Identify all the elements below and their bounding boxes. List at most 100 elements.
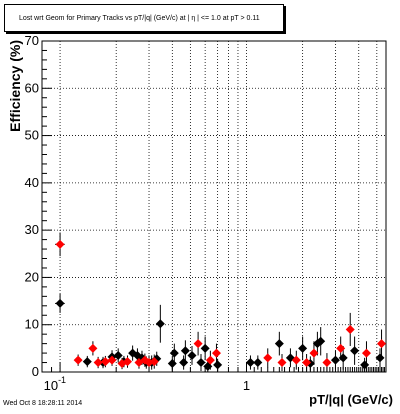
y-tick-label: 0 xyxy=(32,364,39,379)
data-point xyxy=(298,336,308,361)
diamond-marker xyxy=(291,355,301,365)
diamond-marker xyxy=(277,358,287,368)
diamond-marker xyxy=(205,355,215,365)
data-point xyxy=(211,343,221,363)
data-point xyxy=(88,341,98,356)
x-tick-label: 1 xyxy=(243,378,250,393)
data-point xyxy=(167,356,177,371)
diamond-marker xyxy=(336,343,346,353)
data-point xyxy=(196,354,206,372)
timestamp: Wed Oct 8 18:28:11 2014 xyxy=(3,400,83,407)
y-axis-label: Efficiency (%) xyxy=(7,40,23,132)
diamond-marker xyxy=(180,346,190,356)
diamond-marker xyxy=(149,357,159,367)
diamond-marker xyxy=(316,336,326,346)
diamond-marker xyxy=(309,348,319,358)
axis-ticks xyxy=(41,40,387,373)
data-point xyxy=(155,304,165,343)
diamond-marker xyxy=(167,358,177,368)
diamond-marker xyxy=(187,350,197,360)
diamond-marker xyxy=(350,346,360,356)
y-tick-label: 60 xyxy=(25,80,39,95)
diamond-marker xyxy=(107,355,117,365)
data-point xyxy=(100,355,110,368)
data-point xyxy=(55,293,65,313)
data-point xyxy=(274,331,284,356)
data-point xyxy=(277,354,287,372)
diamond-marker xyxy=(193,339,203,349)
diamond-marker xyxy=(200,343,210,353)
diamond-marker xyxy=(179,358,189,368)
chart-title: Lost wrt Geom for Primary Tracks vs pT/|… xyxy=(19,14,260,22)
diamond-marker xyxy=(88,343,98,353)
chart-title-box: Lost wrt Geom for Primary Tracks vs pT/|… xyxy=(4,4,284,32)
diamond-marker xyxy=(73,355,83,365)
diamond-marker xyxy=(93,358,103,368)
data-point xyxy=(82,355,92,368)
diamond-marker xyxy=(113,350,123,360)
y-tick-label: 40 xyxy=(25,175,39,190)
diamond-marker xyxy=(55,298,65,308)
data-point xyxy=(345,312,355,346)
data-points xyxy=(55,232,387,372)
data-point xyxy=(93,356,103,369)
data-point xyxy=(245,355,255,370)
data-point xyxy=(309,341,319,365)
data-point xyxy=(213,358,223,372)
diamond-marker xyxy=(155,319,165,329)
data-point xyxy=(285,348,295,368)
diamond-marker xyxy=(298,343,308,353)
data-point xyxy=(263,348,273,368)
plot-frame xyxy=(41,40,387,373)
diamond-marker xyxy=(361,348,371,358)
y-tick-label: 50 xyxy=(25,128,39,143)
data-point xyxy=(149,354,159,369)
data-point xyxy=(361,341,371,365)
diamond-marker xyxy=(123,357,133,367)
diamond-marker xyxy=(302,358,312,368)
data-point xyxy=(291,350,301,370)
data-point xyxy=(322,353,332,372)
x-axis-label: pT/|q| (GeV/c) xyxy=(309,392,393,407)
data-point xyxy=(200,336,210,361)
diamond-marker xyxy=(345,324,355,334)
y-tick-label: 30 xyxy=(25,222,39,237)
diamond-marker xyxy=(100,357,110,367)
diamond-marker xyxy=(213,360,223,370)
data-point xyxy=(179,355,189,370)
data-point xyxy=(360,357,370,372)
diamond-marker xyxy=(211,348,221,358)
data-point xyxy=(302,354,312,372)
diamond-marker xyxy=(274,339,284,349)
diamond-marker xyxy=(169,348,179,358)
grid xyxy=(42,41,386,372)
diamond-marker xyxy=(245,358,255,368)
data-point xyxy=(180,340,190,362)
diamond-marker xyxy=(253,358,263,368)
y-tick-label: 70 xyxy=(25,33,39,48)
diamond-marker xyxy=(55,239,65,249)
data-point xyxy=(123,355,133,368)
data-point xyxy=(113,348,123,363)
diamond-marker xyxy=(375,353,385,363)
data-point xyxy=(330,350,340,370)
diamond-marker xyxy=(338,353,348,363)
data-point xyxy=(73,354,83,366)
diamond-marker xyxy=(82,357,92,367)
data-point xyxy=(55,232,65,257)
data-point xyxy=(205,350,215,370)
y-tick-label: 10 xyxy=(25,317,39,332)
y-tick-label: 20 xyxy=(25,269,39,284)
diamond-marker xyxy=(377,339,387,349)
data-point xyxy=(187,345,197,365)
diamond-marker xyxy=(360,360,370,370)
data-point xyxy=(253,355,263,370)
data-point xyxy=(377,329,387,358)
data-point xyxy=(193,331,203,356)
data-point xyxy=(350,336,360,365)
diamond-marker xyxy=(322,358,332,368)
diamond-marker xyxy=(330,355,340,365)
data-point xyxy=(107,354,117,366)
